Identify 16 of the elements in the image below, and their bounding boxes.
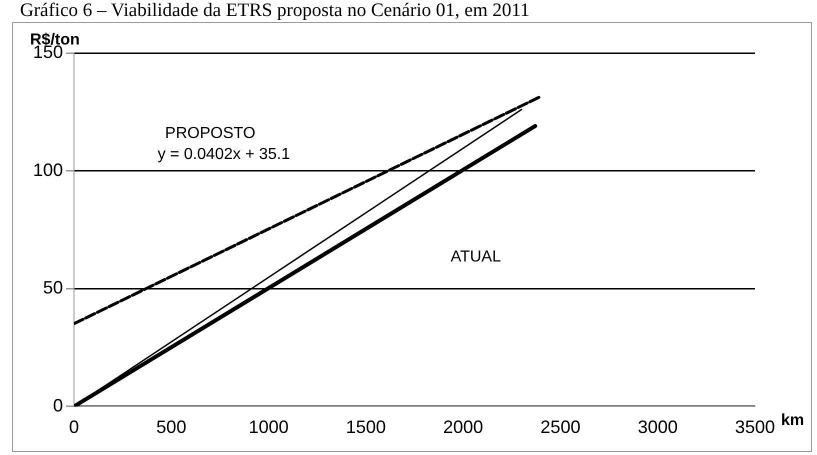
x-tick-label: 3500 [734, 417, 776, 438]
x-tick-label: 1500 [346, 417, 386, 438]
y-tick-label: 100 [32, 160, 64, 180]
x-tick-label: 500 [156, 417, 186, 438]
annotation: y = 0.0402x + 35.1 [158, 146, 290, 164]
y-tick-label: 50 [43, 278, 64, 298]
x-tick-label: 2500 [540, 417, 580, 438]
annotation: PROPOSTO [165, 124, 256, 142]
x-tick-label: 0 [69, 417, 80, 438]
y-tick-label: 0 [53, 395, 64, 416]
x-tick-label: 2000 [443, 417, 484, 438]
annotation: ATUAL [450, 248, 502, 266]
x-tick-label: 1000 [248, 417, 289, 438]
x-tick-label: 3000 [638, 417, 678, 438]
x-axis-title: km [781, 412, 804, 429]
chart-title: Gráfico 6 – Viabilidade da ETRS proposta no Cenário 01, em 2011 [20, 0, 530, 22]
